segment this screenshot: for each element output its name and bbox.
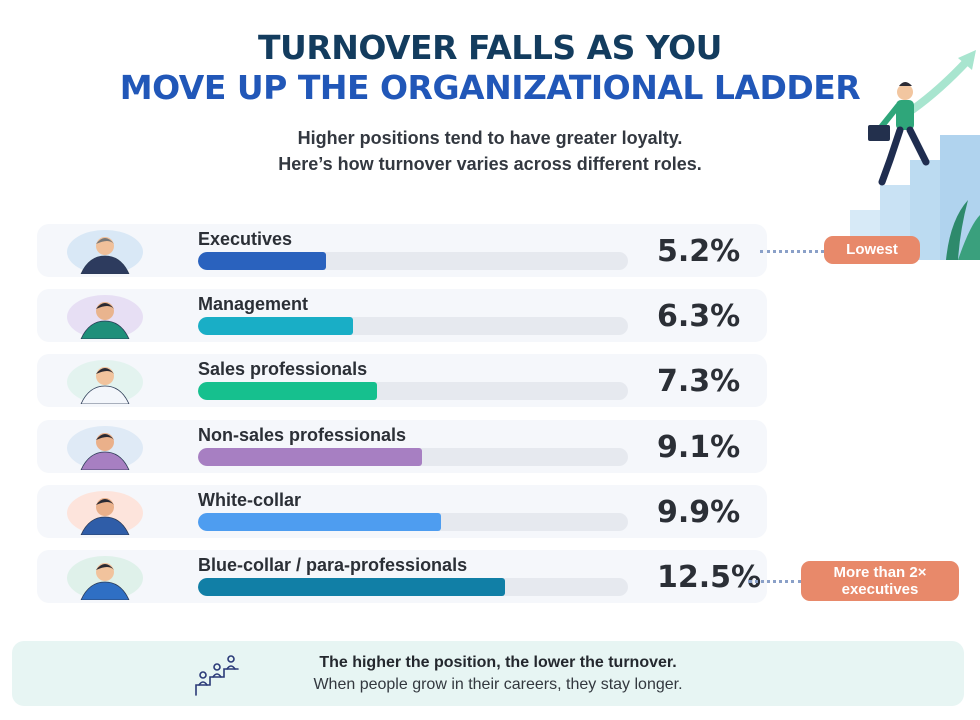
bar-track	[198, 382, 628, 401]
double-callout-line1: More than 2×	[833, 564, 927, 581]
bar	[198, 382, 378, 401]
lowest-callout: Lowest	[824, 236, 920, 264]
bar-track	[198, 578, 628, 596]
footer-headline: The higher the position, the lower the t…	[319, 654, 677, 671]
executive-icon	[67, 230, 143, 274]
bar-label: Non-sales professionals	[198, 424, 407, 445]
bar	[198, 512, 442, 531]
bar-row: Non-sales professionals 9.1%	[37, 419, 767, 473]
bar-row: Management 6.3%	[37, 289, 767, 343]
bar	[198, 447, 422, 466]
bar-label: White-collar	[198, 489, 302, 510]
bar	[198, 317, 353, 336]
bar-row: Blue-collar / para-professionals 12.5%	[37, 550, 767, 603]
bar-value-label: 9.1%	[657, 429, 741, 465]
bar-track	[198, 512, 628, 531]
double-callout: More than 2× executives	[801, 561, 959, 601]
bar-value-label: 7.3%	[657, 364, 741, 400]
bar	[198, 252, 326, 270]
bar-row: Executives 5.2%	[37, 224, 767, 277]
bar	[198, 578, 506, 596]
bar-label: Management	[198, 294, 309, 315]
double-connector	[748, 580, 802, 583]
office-worker-icon	[67, 490, 143, 535]
page-subtitle: Higher positions tend to have greater lo…	[0, 125, 980, 177]
subtitle-line1: Higher positions tend to have greater lo…	[297, 128, 683, 148]
bar-value-label: 9.9%	[657, 494, 741, 530]
mechanic-icon	[67, 556, 143, 600]
bar-label: Executives	[198, 229, 293, 249]
bar-label: Blue-collar / para-professionals	[198, 555, 468, 575]
footer-text: When people grow in their careers, they …	[313, 676, 683, 693]
climbing-people-icon	[195, 655, 239, 696]
bar-value-label: 5.2%	[657, 234, 741, 269]
bar-row: Sales professionals 7.3%	[37, 354, 767, 408]
page-title-line1: TURNOVER FALLS AS YOU	[258, 28, 722, 67]
salesperson-icon	[67, 360, 143, 405]
manager-icon	[67, 295, 143, 340]
bar-value-label: 6.3%	[657, 299, 741, 335]
climbing-stairs-illustration	[850, 50, 980, 260]
bar-value-label: 12.5%	[657, 560, 762, 595]
professional-icon	[67, 425, 143, 470]
bar-track	[198, 447, 628, 466]
footer-banner: The higher the position, the lower the t…	[12, 641, 964, 706]
bar-track	[198, 252, 628, 270]
lowest-connector	[760, 250, 824, 253]
double-callout-line2: executives	[841, 581, 919, 598]
bar-track	[198, 317, 628, 336]
subtitle-line2: Here’s how turnover varies across differ…	[278, 154, 702, 174]
bar-row: White-collar 9.9%	[37, 484, 767, 538]
page-title-line2: MOVE UP THE ORGANIZATIONAL LADDER	[119, 68, 861, 107]
bar-label: Sales professionals	[198, 359, 368, 380]
